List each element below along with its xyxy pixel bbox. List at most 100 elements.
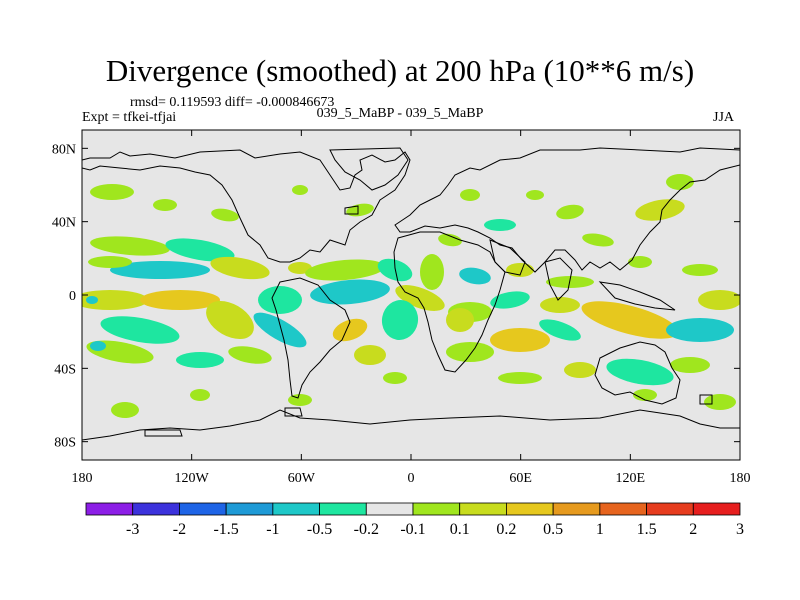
coast-north-america (82, 149, 411, 263)
contour-blob (628, 256, 652, 268)
colorbar-swatch (646, 502, 694, 516)
colorbar-swatch (179, 502, 227, 516)
contour-blob (438, 233, 462, 247)
rmsd-diff-stats: rmsd= 0.119593 diff= -0.000846673 (130, 95, 335, 110)
colorbar-label: -2 (173, 521, 186, 538)
y-tick-label: 40S (54, 362, 76, 377)
contour-blob (526, 190, 544, 200)
contour-blob (332, 318, 368, 342)
colorbar-label: -1 (266, 521, 279, 538)
contour-blob (305, 259, 385, 281)
x-tick-label: 0 (408, 471, 415, 486)
contour-blob (381, 300, 419, 340)
coast-south-america (271, 277, 351, 399)
contour-blob (258, 286, 302, 314)
contour-blob (446, 308, 474, 332)
contour-blob (110, 261, 210, 279)
contour-blob (228, 346, 272, 364)
x-tick-label: 180 (72, 471, 93, 486)
contour-blob (460, 189, 480, 201)
x-tick-label: 120E (616, 471, 646, 486)
contour-blob (90, 341, 106, 351)
contour-blob (666, 174, 694, 190)
contour-blob (484, 219, 516, 231)
contour-blob (666, 318, 734, 342)
contour-blob (582, 233, 614, 247)
x-tick-label: 60E (509, 471, 532, 486)
coast-arabia (489, 239, 526, 276)
colorbar-swatch (552, 502, 601, 516)
contour-blob (446, 342, 494, 362)
coast-australia (594, 341, 681, 405)
contour-blob (153, 199, 177, 211)
contour-blob (292, 185, 308, 195)
colorbar-swatch (319, 502, 367, 516)
contour-blob (556, 204, 584, 220)
y-tick-label: 0 (69, 289, 76, 304)
coast-africa (393, 231, 506, 373)
contour-blob (498, 372, 542, 384)
contour-blob (90, 184, 134, 200)
colorbar: -3 -2 -1.5 -1 -0.5 -0.2 -0.1 0.1 0.2 0.5 1 1.5 2 3 (85, 502, 744, 538)
contour-blob (490, 328, 550, 352)
x-tick-label: 120W (175, 471, 210, 486)
x-tick-label: 60W (288, 471, 316, 486)
contour-blob (310, 279, 390, 305)
y-tick-label: 80N (52, 142, 76, 157)
colorbar-label: 0.2 (496, 521, 516, 538)
contour-blob (670, 357, 710, 373)
colorbar-label: 2 (689, 521, 697, 538)
colorbar-label: -0.5 (307, 521, 332, 538)
colorbar-label: 1 (596, 521, 604, 538)
coast-antarctica (82, 409, 740, 441)
contour-blob (211, 208, 239, 222)
contour-blob (459, 267, 491, 285)
contour-blob (633, 389, 657, 401)
colorbar-swatch (132, 502, 180, 516)
contour-blob (165, 238, 235, 262)
contour-blob (111, 402, 139, 418)
colorbar-swatch (272, 502, 320, 516)
x-axis-ticks: 180 120W 60W 0 60E 120E 180 (72, 130, 751, 486)
colorbar-swatch (365, 502, 414, 516)
contour-blob (90, 236, 170, 256)
contour-blob (682, 264, 718, 276)
coast-india (544, 257, 573, 301)
contour-blob (210, 256, 270, 280)
contour-blob (82, 290, 148, 310)
y-tick-label: 80S (54, 436, 76, 451)
contour-blob (288, 262, 312, 274)
contour-blob (88, 256, 132, 268)
contour-blob (100, 316, 180, 344)
run-comparison-label: 039_5_MaBP - 039_5_MaBP (316, 106, 484, 121)
colorbar-swatch (692, 502, 741, 516)
colorbar-swatch (225, 502, 274, 516)
x-tick-label: 180 (730, 471, 751, 486)
contour-blob (539, 319, 581, 341)
contour-blob (606, 358, 674, 386)
coast-islands (144, 205, 713, 437)
contour-blob (253, 312, 307, 348)
coast-eurasia (394, 147, 740, 273)
contour-blob (383, 372, 407, 384)
colorbar-label: 0.5 (543, 521, 563, 538)
contour-blob (140, 290, 220, 310)
colorbar-label: -0.1 (400, 521, 425, 538)
contour-blob (190, 389, 210, 401)
colorbar-swatch (506, 502, 554, 516)
divergence-field (82, 174, 740, 418)
colorbar-swatch (412, 502, 461, 516)
colorbar-label: -1.5 (213, 521, 238, 538)
colorbar-swatch (459, 502, 507, 516)
colorbar-swatch (599, 502, 647, 516)
colorbar-label: 3 (736, 521, 744, 538)
contour-blob (564, 362, 596, 378)
contour-blob (698, 290, 740, 310)
contour-blob (206, 301, 254, 339)
contour-blob (704, 394, 736, 410)
contour-blob (395, 285, 445, 311)
contour-blob (354, 345, 386, 365)
contour-blob (176, 352, 224, 368)
contour-blob (540, 297, 580, 313)
